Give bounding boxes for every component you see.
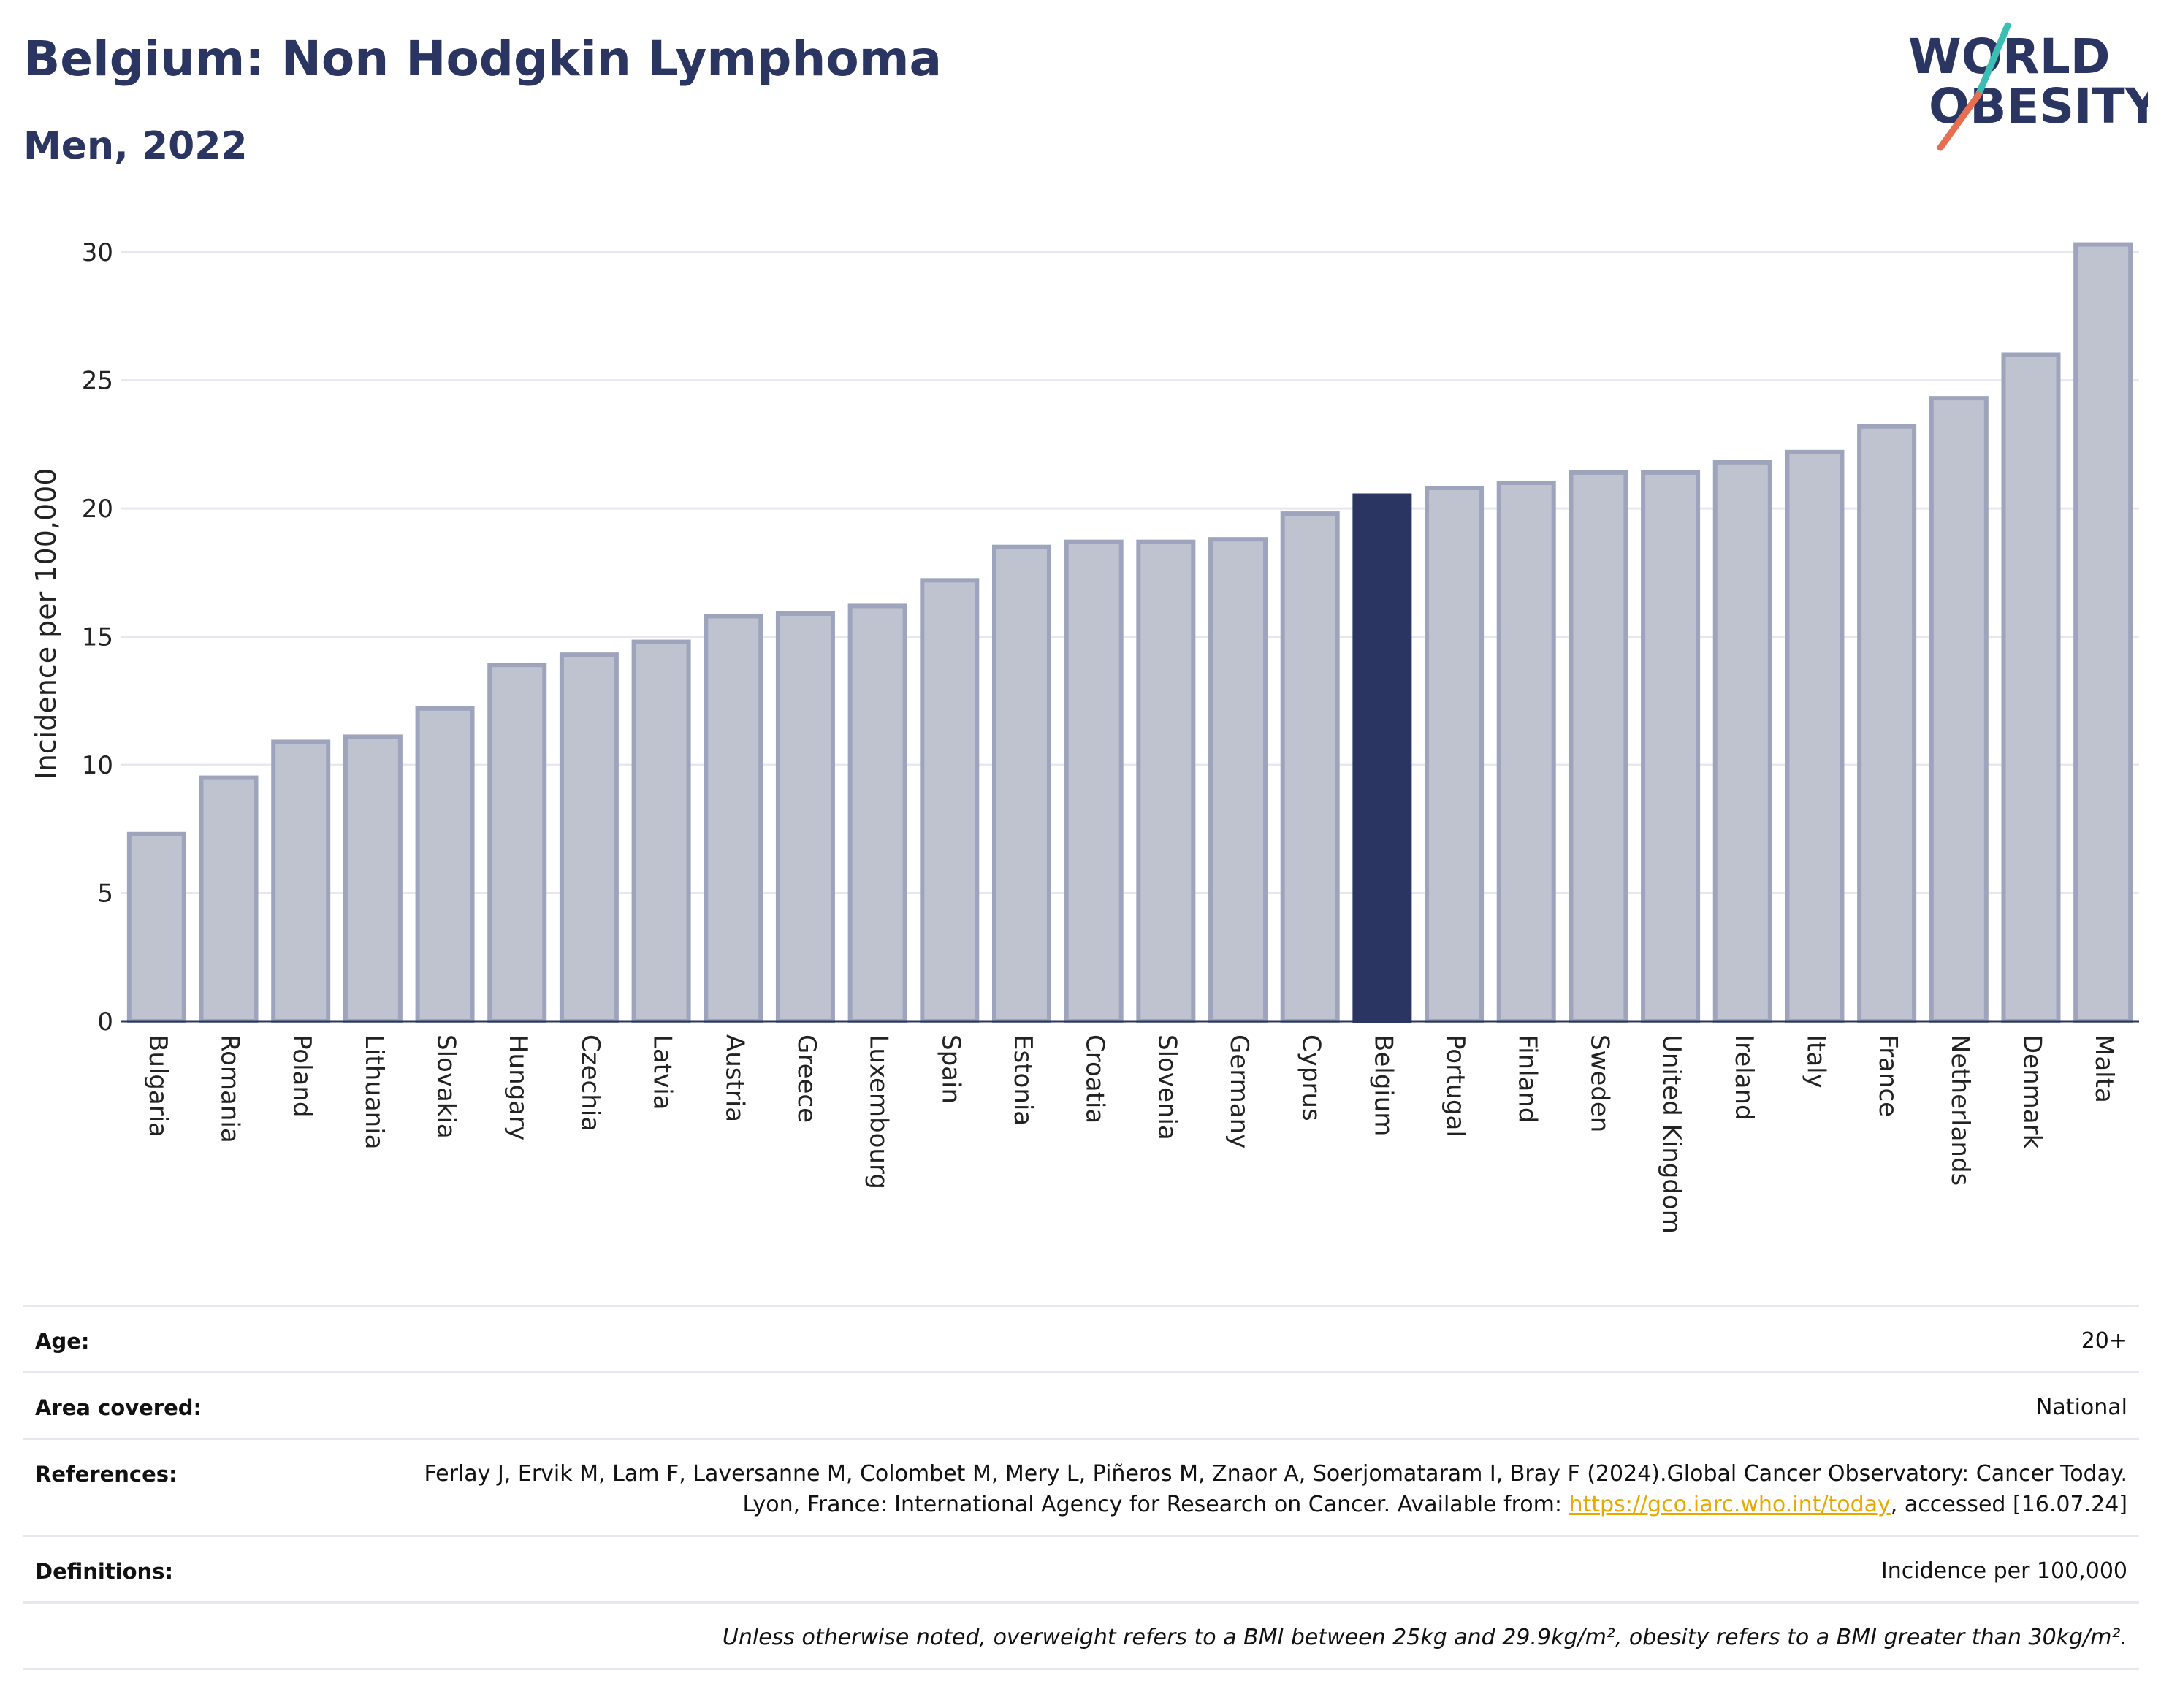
bar-poland	[271, 739, 331, 1024]
x-tick-label: Sweden	[1585, 1034, 1614, 1132]
info-row-note: Unless otherwise noted, overweight refer…	[23, 1601, 2139, 1670]
references-text-after: , accessed [16.07.24]	[1890, 1492, 2127, 1517]
bar-bulgaria	[126, 831, 186, 1024]
bar-ireland	[1712, 460, 1772, 1023]
y-tick-label: 10	[82, 751, 113, 780]
bar-slovenia	[1136, 539, 1196, 1023]
info-row-definitions: Definitions: Incidence per 100,000	[23, 1535, 2139, 1601]
x-tick-label: Denmark	[2017, 1034, 2046, 1149]
x-tick-label: Portugal	[1441, 1034, 1470, 1137]
bar-croatia	[1064, 539, 1124, 1023]
bar-denmark	[2001, 352, 2061, 1023]
bmi-note: Unless otherwise noted, overweight refer…	[722, 1625, 2127, 1650]
x-tick-label: United Kingdom	[1657, 1034, 1686, 1234]
bar-germany	[1208, 537, 1268, 1023]
x-tick-label: Slovenia	[1152, 1034, 1181, 1140]
x-tick-label: Netherlands	[1945, 1034, 1975, 1186]
x-tick-label: Czechia	[576, 1034, 605, 1132]
bar-romania	[199, 775, 259, 1024]
y-tick-label: 30	[82, 238, 113, 267]
y-axis-label: Incidence per 100,000	[30, 468, 62, 779]
bar-hungary	[487, 663, 547, 1023]
y-tick-label: 5	[97, 880, 113, 909]
x-tick-label: Croatia	[1080, 1034, 1110, 1124]
logo-line-2: OBESITY	[1929, 78, 2148, 134]
x-tick-label: Bulgaria	[143, 1034, 172, 1137]
definitions-label: Definitions:	[35, 1559, 174, 1584]
age-value: 20+	[2081, 1328, 2127, 1354]
y-tick-label: 15	[82, 623, 113, 652]
logo-line-1: WORLD	[1908, 28, 2111, 85]
references-link[interactable]: https://gco.iarc.who.int/today	[1569, 1492, 1891, 1517]
info-row-area: Area covered: National	[23, 1371, 2139, 1438]
world-obesity-logo: WORLD OBESITY	[1908, 22, 2148, 151]
bar-cyprus	[1280, 511, 1340, 1023]
bar-belgium	[1352, 493, 1412, 1023]
bar-portugal	[1425, 485, 1485, 1023]
x-tick-label: Spain	[936, 1034, 965, 1104]
bar-austria	[704, 614, 763, 1023]
logo-stroke-coral	[1937, 91, 1982, 151]
area-label: Area covered:	[35, 1395, 202, 1420]
bar-netherlands	[1929, 396, 1989, 1023]
bar-lithuania	[343, 734, 403, 1023]
y-tick-label: 0	[97, 1007, 113, 1037]
bar-malta	[2073, 242, 2133, 1023]
y-tick-label: 25	[82, 367, 113, 396]
chart-title: Belgium: Non Hodgkin Lymphoma	[23, 31, 942, 87]
area-value: National	[2035, 1395, 2127, 1420]
x-tick-label: Italy	[1801, 1034, 1830, 1089]
definitions-value: Incidence per 100,000	[1880, 1558, 2127, 1584]
logo-stroke-teal	[1975, 22, 2011, 99]
bar-finland	[1496, 480, 1556, 1023]
x-tick-label: Hungary	[503, 1034, 533, 1140]
x-tick-label: Slovakia	[432, 1034, 461, 1139]
bar-sweden	[1569, 470, 1628, 1023]
bar-estonia	[991, 544, 1051, 1023]
x-tick-label: Lithuania	[359, 1034, 389, 1149]
references-value: Ferlay J, Ervik M, Lam F, Laversanne M, …	[389, 1459, 2127, 1520]
bar-spain	[920, 578, 980, 1023]
bar-united-kingdom	[1641, 470, 1701, 1023]
references-label: References:	[35, 1462, 178, 1487]
x-tick-label: Cyprus	[1297, 1034, 1326, 1121]
age-label: Age:	[35, 1329, 90, 1354]
info-row-references: References: Ferlay J, Ervik M, Lam F, La…	[23, 1438, 2139, 1535]
y-tick-label: 20	[82, 495, 113, 524]
references-text: Ferlay J, Ervik M, Lam F, Laversanne M, …	[424, 1461, 2127, 1517]
x-tick-label: Germany	[1224, 1034, 1254, 1148]
x-tick-label: France	[1873, 1034, 1902, 1117]
y-axis-ticks: 0 5 10 15 20 25 30	[82, 238, 113, 1037]
x-tick-label: Malta	[2089, 1034, 2119, 1103]
chart-subtitle: Men, 2022	[23, 124, 248, 168]
x-tick-label: Latvia	[648, 1034, 677, 1110]
x-tick-label: Romania	[216, 1034, 245, 1143]
x-tick-label: Luxembourg	[864, 1034, 893, 1189]
bar-france	[1857, 424, 1917, 1023]
bars	[126, 242, 2133, 1024]
bar-slovakia	[415, 706, 475, 1023]
info-row-age: Age: 20+	[23, 1305, 2139, 1371]
x-tick-label: Belgium	[1368, 1034, 1398, 1136]
x-tick-label: Estonia	[1008, 1034, 1037, 1126]
x-tick-label: Ireland	[1729, 1034, 1758, 1121]
x-tick-label: Austria	[720, 1034, 749, 1122]
bar-chart: 0 5 10 15 20 25 30 Bulgaria Romania Poland Lithua…	[30, 238, 2139, 1234]
bar-italy	[1785, 449, 1845, 1023]
bar-czechia	[559, 652, 619, 1024]
bar-greece	[775, 611, 835, 1023]
x-axis-ticks: Bulgaria Romania Poland Lithuania Slovakia Hu…	[143, 1034, 2119, 1234]
bar-latvia	[631, 639, 691, 1023]
info-table: Age: 20+ Area covered: National Referenc…	[23, 1305, 2139, 1670]
x-tick-label: Poland	[287, 1034, 316, 1118]
x-tick-label: Greece	[792, 1034, 821, 1123]
bar-luxembourg	[847, 603, 907, 1023]
x-tick-label: Finland	[1513, 1034, 1542, 1124]
